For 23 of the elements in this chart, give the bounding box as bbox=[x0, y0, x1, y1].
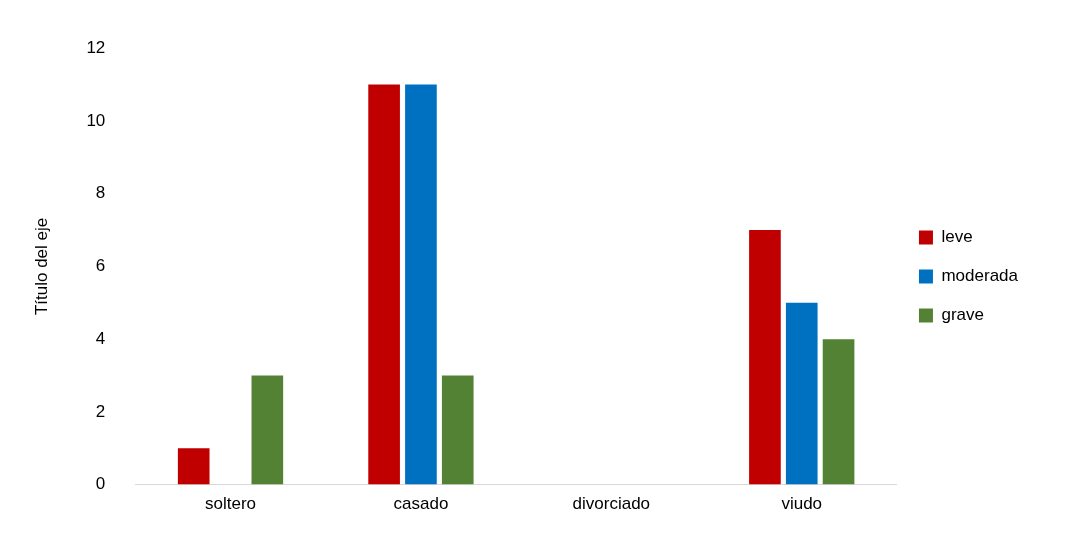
legend-label: grave bbox=[941, 305, 984, 325]
bar bbox=[177, 448, 210, 485]
legend-label: moderada bbox=[941, 266, 1019, 286]
bar bbox=[441, 375, 474, 485]
bar bbox=[822, 339, 855, 485]
y-tick-label: 6 bbox=[95, 256, 106, 276]
y-tick-label: 8 bbox=[95, 183, 106, 203]
bar bbox=[749, 230, 781, 485]
y-tick-label: 10 bbox=[86, 110, 106, 130]
y-tick-label: 4 bbox=[95, 328, 106, 348]
bar bbox=[405, 84, 437, 485]
y-tick-label: 0 bbox=[95, 474, 106, 494]
x-tick-label: soltero bbox=[205, 494, 257, 514]
x-tick-label: viudo bbox=[781, 494, 823, 514]
legend-label: leve bbox=[941, 227, 973, 247]
x-tick-label: divorciado bbox=[572, 494, 651, 514]
bar bbox=[368, 84, 400, 485]
x-tick-label: casado bbox=[393, 494, 449, 514]
y-tick-label: 2 bbox=[95, 401, 106, 421]
y-tick-label: 12 bbox=[86, 37, 106, 57]
y-axis-title: Título del eje bbox=[31, 217, 51, 316]
bar bbox=[251, 375, 284, 485]
bar bbox=[785, 302, 818, 485]
